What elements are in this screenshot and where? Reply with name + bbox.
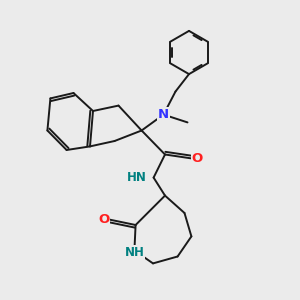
Text: O: O <box>98 213 110 226</box>
Text: NH: NH <box>124 245 144 259</box>
Text: N: N <box>158 108 169 121</box>
Text: O: O <box>191 152 202 165</box>
Text: HN: HN <box>127 171 147 184</box>
